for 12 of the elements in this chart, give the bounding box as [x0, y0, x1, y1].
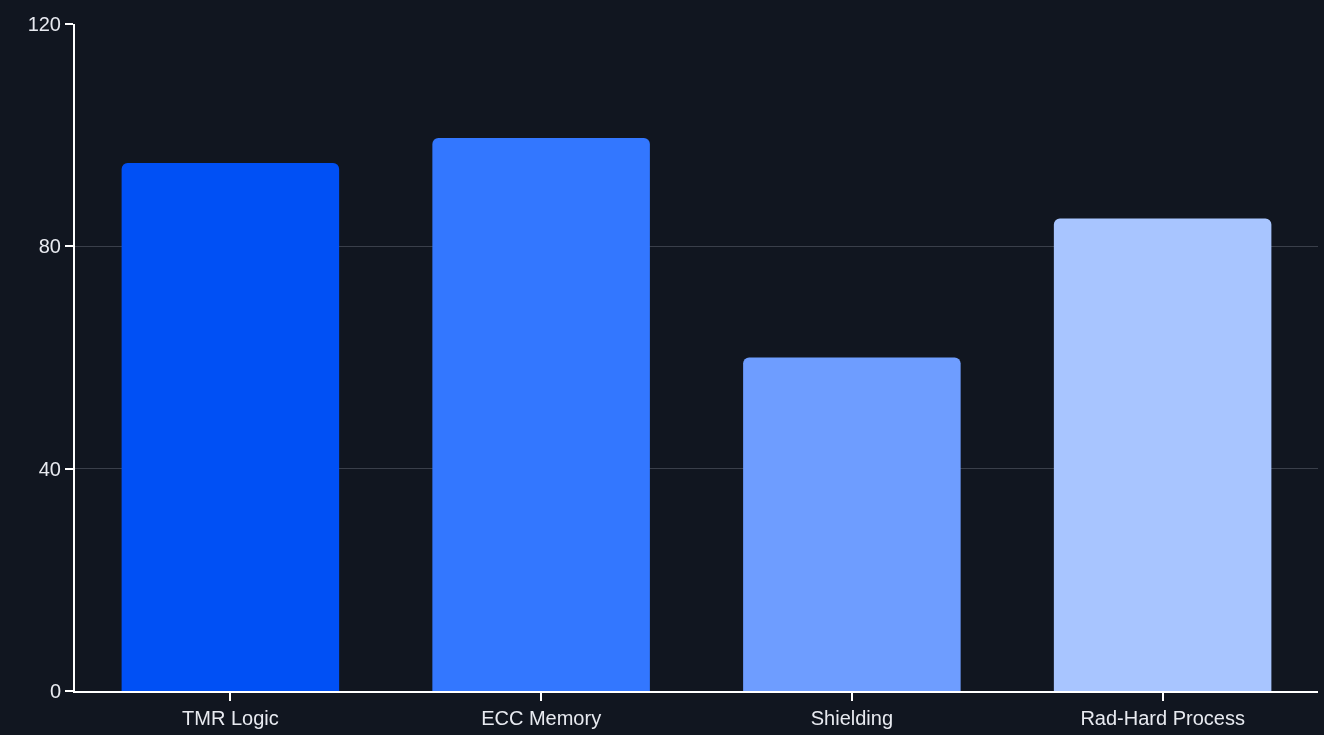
- bar: [743, 357, 961, 691]
- y-tick-label: 120: [27, 13, 61, 35]
- bar: [1053, 218, 1272, 691]
- x-tick-label: Rad-Hard Process: [1080, 707, 1245, 729]
- x-tick-label: Shielding: [810, 707, 894, 729]
- x-tick-label: TMR Logic: [182, 707, 279, 729]
- y-tick-label: 0: [49, 680, 61, 702]
- x-tick-label: ECC Memory: [481, 707, 602, 729]
- y-tick-label: 80: [38, 235, 61, 258]
- bar: [121, 162, 340, 691]
- y-tick-label: 40: [38, 457, 61, 480]
- bar: [432, 137, 650, 691]
